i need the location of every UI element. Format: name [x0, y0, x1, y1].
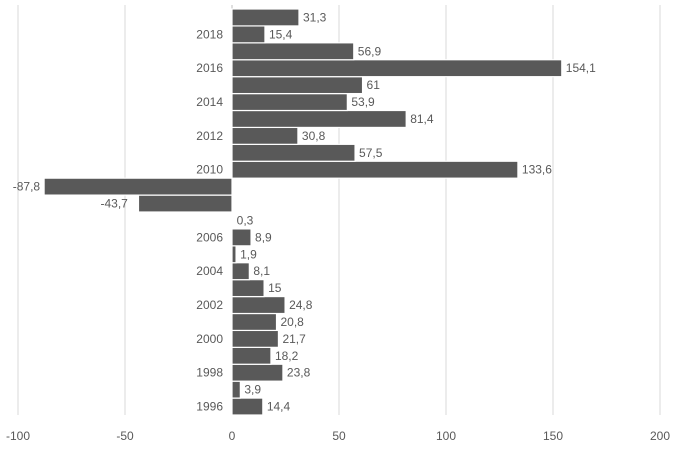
- bar-2014: [231, 92, 348, 112]
- data-label-1997: 3,9: [244, 383, 261, 397]
- category-axis-labels: 1996 1998 2000 2002 2004 2006 2010 2012 2014 2016…: [196, 27, 223, 413]
- bar-2001: [231, 312, 278, 332]
- bar-2019: [231, 8, 300, 27]
- x-tick-label: 150: [543, 429, 563, 443]
- bar-2018: [231, 25, 266, 44]
- data-label-2008: -43,7: [100, 197, 128, 211]
- data-label-2006: 8,9: [255, 230, 272, 244]
- bar-1996: [231, 397, 264, 416]
- value-axis-labels: -100 -50 0 50 100 150 200: [6, 429, 670, 443]
- category-label-2016: 2016: [196, 61, 223, 75]
- data-label-2001: 20,8: [281, 315, 305, 329]
- bar-1997: [231, 380, 241, 399]
- bar-2009: [43, 177, 233, 196]
- bar-2003: [231, 279, 265, 298]
- bar-2006: [231, 228, 252, 247]
- data-label-2002: 24,8: [289, 298, 313, 312]
- bar-2011: [231, 143, 356, 162]
- category-label-2012: 2012: [196, 129, 223, 143]
- data-label-2011: 57,5: [359, 146, 383, 160]
- data-label-2014: 53,9: [351, 95, 375, 109]
- category-label-1998: 1998: [196, 366, 223, 380]
- bar-2012: [231, 126, 299, 145]
- bar-2010: [231, 160, 519, 179]
- data-label-2012: 30,8: [302, 129, 326, 143]
- data-label-2013: 81,4: [410, 112, 434, 126]
- data-label-2003: 15: [268, 281, 282, 295]
- category-label-1996: 1996: [196, 400, 223, 414]
- data-label-2004: 8,1: [253, 264, 270, 278]
- data-label-1999: 18,2: [275, 349, 299, 363]
- bar-2004: [231, 262, 250, 281]
- category-label-2004: 2004: [196, 264, 223, 278]
- data-label-2018: 15,4: [269, 27, 293, 41]
- x-tick-label: 50: [332, 429, 346, 443]
- data-label-2010: 133,6: [522, 163, 552, 177]
- category-label-2014: 2014: [196, 95, 223, 109]
- bars: [43, 8, 563, 416]
- bar-2008: [137, 194, 233, 213]
- category-label-2010: 2010: [196, 163, 223, 177]
- data-label-2015: 61: [367, 78, 381, 92]
- bar-2000: [231, 329, 280, 348]
- bar-2015: [231, 76, 364, 95]
- category-label-2018: 2018: [196, 27, 223, 41]
- x-tick-label: -100: [6, 429, 30, 443]
- x-tick-label: 0: [229, 429, 236, 443]
- category-label-2006: 2006: [196, 230, 223, 244]
- data-label-2017: 56,9: [358, 44, 382, 58]
- bar-2005: [231, 245, 237, 264]
- bar-1999: [231, 346, 272, 365]
- bar-2016: [231, 59, 563, 78]
- bar-2007: [231, 211, 234, 230]
- bar-2017: [231, 42, 355, 61]
- x-tick-label: 100: [436, 429, 456, 443]
- data-label-2009: -87,8: [13, 180, 41, 194]
- category-label-2002: 2002: [196, 298, 223, 312]
- x-tick-label: -50: [116, 429, 134, 443]
- data-labels: 14,4 3,9 23,8 18,2 21,7 20,8 24,8 15 8,1 1,9 8,90,…: [13, 10, 596, 413]
- data-label-1998: 23,8: [287, 366, 311, 380]
- data-label-2007: 0,3: [237, 213, 254, 227]
- bar-2002: [231, 295, 286, 315]
- data-label-2016: 154,1: [566, 61, 596, 75]
- data-label-2019: 31,3: [303, 10, 327, 24]
- bar-2013: [231, 109, 407, 129]
- data-label-2000: 21,7: [282, 332, 306, 346]
- bar-1998: [231, 363, 284, 382]
- category-label-2000: 2000: [196, 332, 223, 346]
- data-label-2005: 1,9: [240, 247, 257, 261]
- x-tick-label: 200: [650, 429, 670, 443]
- data-label-1996: 14,4: [267, 400, 291, 414]
